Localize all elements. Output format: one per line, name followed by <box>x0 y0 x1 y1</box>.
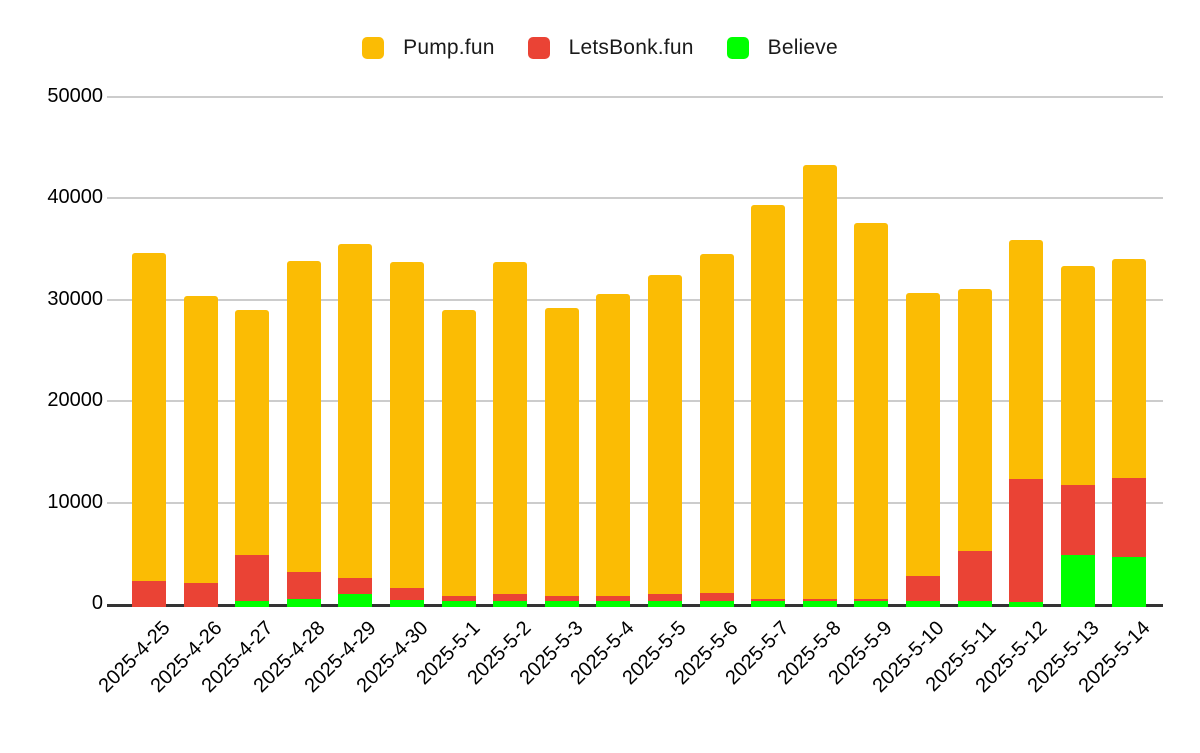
bar-segment-2025-5-14-Pump.fun[interactable] <box>1112 259 1147 478</box>
bar-segment-2025-5-8-LetsBonk.fun[interactable] <box>802 599 837 602</box>
bar-segment-2025-5-3-LetsBonk.fun[interactable] <box>544 595 579 601</box>
bar-segment-2025-5-2-LetsBonk.fun[interactable] <box>493 594 528 601</box>
legend-item-letsbonkfun[interactable]: LetsBonk.fun <box>527 36 694 60</box>
bar-segment-2025-5-11-LetsBonk.fun[interactable] <box>957 550 992 602</box>
y-axis-tick <box>107 400 118 403</box>
bar-segment-2025-4-28-Believe[interactable] <box>286 599 321 607</box>
y-axis-label: 10000 <box>47 490 103 513</box>
bar-segment-2025-5-12-Believe[interactable] <box>1009 601 1044 607</box>
bar-segment-2025-4-26-Pump.fun[interactable] <box>183 296 218 584</box>
bar-segment-2025-5-1-Believe[interactable] <box>441 600 476 607</box>
bar-segment-2025-5-14-LetsBonk.fun[interactable] <box>1112 477 1147 557</box>
gridline <box>118 96 1163 98</box>
bar-segment-2025-5-8-Believe[interactable] <box>802 601 837 607</box>
bar-segment-2025-5-2-Believe[interactable] <box>493 600 528 607</box>
bar-segment-2025-5-2-Pump.fun[interactable] <box>493 262 528 595</box>
bar-segment-2025-5-6-Pump.fun[interactable] <box>699 254 734 594</box>
plot-area <box>107 96 1163 607</box>
bar-segment-2025-4-29-LetsBonk.fun[interactable] <box>338 577 373 594</box>
bar-segment-2025-5-8-Pump.fun[interactable] <box>802 164 837 600</box>
chart-legend: Pump.fun LetsBonk.fun Believe <box>0 36 1200 60</box>
bar-segment-2025-4-25-Pump.fun[interactable] <box>132 252 166 581</box>
legend-item-believe[interactable]: Believe <box>726 36 838 60</box>
y-axis-label: 50000 <box>47 85 103 107</box>
bar-segment-2025-5-6-Believe[interactable] <box>699 600 734 607</box>
gridline <box>118 501 1163 504</box>
bar-segment-2025-5-13-Believe[interactable] <box>1060 554 1095 607</box>
bar-segment-2025-5-11-Believe[interactable] <box>957 601 992 607</box>
bar-segment-2025-4-25-LetsBonk.fun[interactable] <box>132 580 166 607</box>
y-axis-tick <box>107 501 118 504</box>
y-axis-label: 0 <box>91 592 103 614</box>
bar-segment-2025-5-9-LetsBonk.fun[interactable] <box>854 598 889 602</box>
bar-segment-2025-5-4-LetsBonk.fun[interactable] <box>596 596 631 602</box>
legend-item-pumpfun[interactable]: Pump.fun <box>362 36 495 60</box>
bar-segment-2025-4-26-LetsBonk.fun[interactable] <box>183 583 218 607</box>
legend-label-letsbonkfun: LetsBonk.fun <box>568 36 694 59</box>
y-axis-label: 30000 <box>47 287 103 310</box>
bar-segment-2025-5-10-Pump.fun[interactable] <box>906 292 940 576</box>
bar-segment-2025-5-10-LetsBonk.fun[interactable] <box>906 575 940 602</box>
bar-segment-2025-4-28-LetsBonk.fun[interactable] <box>286 572 321 600</box>
legend-swatch-believe-icon <box>726 37 749 59</box>
bar-segment-2025-5-13-LetsBonk.fun[interactable] <box>1060 485 1095 555</box>
bar-segment-2025-4-30-LetsBonk.fun[interactable] <box>390 587 424 601</box>
legend-label-believe: Believe <box>767 36 838 59</box>
y-axis-tick <box>107 96 118 98</box>
bar-segment-2025-4-28-Pump.fun[interactable] <box>286 260 321 573</box>
gridline <box>118 400 1163 403</box>
bar-segment-2025-5-3-Believe[interactable] <box>544 600 579 607</box>
bar-segment-2025-5-7-Believe[interactable] <box>751 601 786 607</box>
bar-segment-2025-5-1-LetsBonk.fun[interactable] <box>441 596 476 601</box>
bar-segment-2025-5-1-Pump.fun[interactable] <box>441 309 476 597</box>
bar-segment-2025-4-29-Pump.fun[interactable] <box>338 244 373 578</box>
gridline <box>118 298 1163 301</box>
bar-segment-2025-4-29-Believe[interactable] <box>338 593 373 607</box>
bar-segment-2025-4-27-LetsBonk.fun[interactable] <box>235 555 270 601</box>
bar-segment-2025-5-4-Pump.fun[interactable] <box>596 294 631 597</box>
bar-segment-2025-5-13-Pump.fun[interactable] <box>1060 265 1095 486</box>
legend-label-pumpfun: Pump.fun <box>403 36 495 59</box>
bar-segment-2025-5-3-Pump.fun[interactable] <box>544 308 579 596</box>
legend-swatch-pumpfun-icon <box>362 37 385 59</box>
bar-segment-2025-5-7-LetsBonk.fun[interactable] <box>751 599 786 602</box>
bar-segment-2025-5-14-Believe[interactable] <box>1112 556 1147 607</box>
y-axis-tick <box>107 197 118 200</box>
legend-swatch-letsbonkfun-icon <box>527 37 550 59</box>
bar-segment-2025-5-11-Pump.fun[interactable] <box>957 288 992 551</box>
bar-segment-2025-5-5-LetsBonk.fun[interactable] <box>648 593 682 601</box>
x-axis-line <box>118 604 1163 607</box>
y-axis-label: 40000 <box>47 186 103 209</box>
y-axis-label: 20000 <box>47 389 103 412</box>
bar-segment-2025-5-12-Pump.fun[interactable] <box>1009 240 1044 480</box>
bar-segment-2025-4-30-Pump.fun[interactable] <box>390 262 424 588</box>
bar-segment-2025-5-5-Pump.fun[interactable] <box>648 274 682 594</box>
bar-segment-2025-5-9-Pump.fun[interactable] <box>854 222 889 599</box>
bar-segment-2025-4-27-Believe[interactable] <box>235 600 270 607</box>
bar-segment-2025-5-5-Believe[interactable] <box>648 600 682 607</box>
bar-segment-2025-5-9-Believe[interactable] <box>854 601 889 607</box>
bar-segment-2025-4-30-Believe[interactable] <box>390 600 424 607</box>
y-axis-tick <box>107 604 118 607</box>
gridline <box>118 197 1163 200</box>
bar-segment-2025-5-7-Pump.fun[interactable] <box>751 204 786 600</box>
bar-segment-2025-5-12-LetsBonk.fun[interactable] <box>1009 479 1044 602</box>
bar-segment-2025-5-6-LetsBonk.fun[interactable] <box>699 593 734 601</box>
bar-segment-2025-5-10-Believe[interactable] <box>906 601 940 607</box>
y-axis-tick <box>107 298 118 301</box>
bar-segment-2025-4-27-Pump.fun[interactable] <box>235 309 270 556</box>
bar-segment-2025-5-4-Believe[interactable] <box>596 601 631 607</box>
